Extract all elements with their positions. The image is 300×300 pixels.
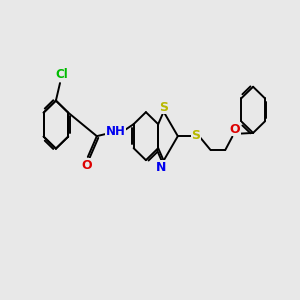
Text: Cl: Cl [56, 68, 69, 81]
Text: O: O [81, 159, 92, 172]
Text: S: S [191, 129, 200, 142]
Text: N: N [156, 160, 167, 174]
Text: NH: NH [106, 125, 126, 138]
Text: O: O [230, 123, 240, 136]
Text: S: S [159, 100, 168, 114]
